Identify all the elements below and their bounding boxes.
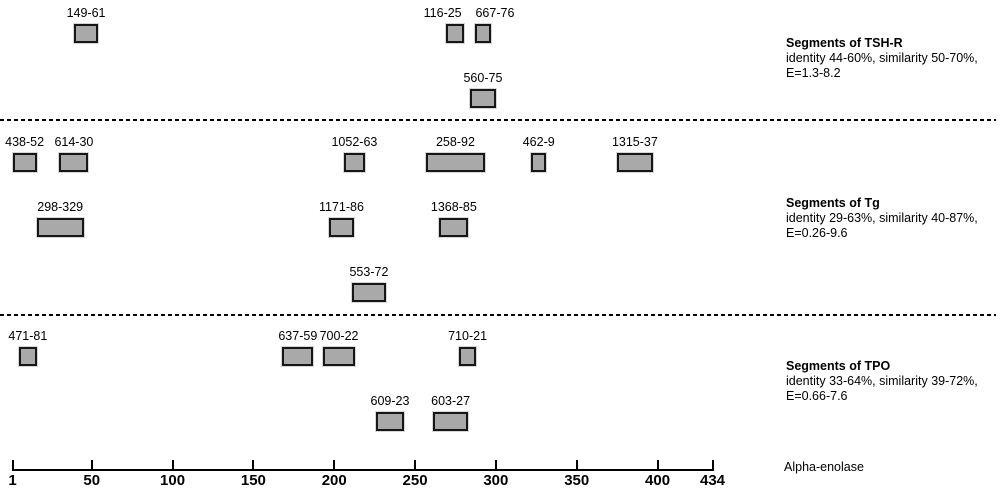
segment-box-tshr-149-61 (72, 23, 100, 44)
segment-box-tshr-116-25 (444, 23, 465, 44)
section-divider-1 (0, 119, 996, 121)
segment-label-tg-614-30: 614-30 (54, 135, 94, 149)
x-axis-tick-label-200: 200 (321, 472, 347, 489)
side-label-tshr-evalue: E=1.3-8.2 (786, 66, 841, 80)
segment-box-tpo-700-22 (321, 346, 357, 367)
x-axis-tick-150 (252, 460, 255, 469)
segment-label-tg-258-92: 258-92 (435, 135, 475, 149)
segment-label-tg-438-52: 438-52 (5, 135, 45, 149)
x-axis-tick-label-100: 100 (160, 472, 186, 489)
segment-box-tg-298-329 (35, 217, 85, 238)
side-label-tg: Segments of Tg identity 29-63%, similari… (786, 196, 978, 241)
x-axis-tick-1 (11, 460, 14, 469)
segment-label-tshr-667-76: 667-76 (475, 6, 515, 20)
segment-box-tg-553-72 (350, 282, 387, 303)
segment-box-tg-438-52 (11, 152, 38, 173)
segment-label-tg-1368-85: 1368-85 (430, 200, 477, 214)
segment-label-tshr-116-25: 116-25 (423, 6, 462, 20)
segment-label-tpo-710-21: 710-21 (448, 329, 488, 343)
side-label-tshr-identity: identity 44-60%, similarity 50-70%, (786, 51, 978, 65)
x-axis-tick-label-50: 50 (83, 472, 101, 489)
segment-box-tpo-609-23 (375, 411, 405, 432)
segment-label-tpo-603-27: 603-27 (431, 394, 471, 408)
segment-box-tshr-560-75 (469, 88, 497, 109)
x-axis-tick-250 (414, 460, 417, 469)
segment-box-tg-1052-63 (342, 152, 366, 173)
segment-label-tg-298-329: 298-329 (37, 200, 84, 214)
side-label-tpo-title: Segments of TPO (786, 359, 891, 373)
segment-label-tpo-700-22: 700-22 (319, 329, 359, 343)
axis-title: Alpha-enolase (784, 460, 864, 474)
x-axis-tick-label-350: 350 (564, 472, 590, 489)
side-label-tg-identity: identity 29-63%, similarity 40-87%, (786, 211, 978, 225)
x-axis-tick-300 (494, 460, 497, 469)
side-label-tshr-title: Segments of TSH-R (786, 36, 903, 50)
segment-label-tshr-149-61: 149-61 (66, 6, 106, 20)
x-axis-tick-200 (333, 460, 336, 469)
side-label-tpo: Segments of TPO identity 33-64%, similar… (786, 359, 978, 404)
x-axis-tick-434 (711, 460, 714, 469)
segment-label-tg-553-72: 553-72 (349, 265, 389, 279)
segment-label-tg-1052-63: 1052-63 (331, 135, 378, 149)
x-axis-tick-label-150: 150 (240, 472, 266, 489)
x-axis-tick-label-1: 1 (8, 472, 17, 489)
segment-label-tpo-471-81: 471-81 (8, 329, 48, 343)
x-axis-tick-350 (575, 460, 578, 469)
side-label-tg-title: Segments of Tg (786, 196, 880, 210)
segment-box-tg-614-30 (58, 152, 90, 173)
segment-label-tshr-560-75: 560-75 (463, 71, 503, 85)
side-label-tpo-evalue: E=0.66-7.6 (786, 389, 848, 403)
x-axis-tick-100 (171, 460, 174, 469)
segment-box-tpo-471-81 (17, 346, 38, 367)
side-label-tpo-identity: identity 33-64%, similarity 39-72%, (786, 374, 978, 388)
segment-label-tg-1171-86: 1171-86 (318, 200, 364, 214)
segment-box-tg-1368-85 (438, 217, 470, 238)
x-axis-tick-label-300: 300 (483, 472, 509, 489)
side-label-tshr: Segments of TSH-R identity 44-60%, simil… (786, 36, 978, 81)
segment-box-tpo-710-21 (457, 346, 478, 367)
segment-label-tpo-609-23: 609-23 (370, 394, 410, 408)
segment-box-tpo-637-59 (281, 346, 315, 367)
side-label-tg-evalue: E=0.26-9.6 (786, 226, 848, 240)
x-axis-tick-label-250: 250 (402, 472, 428, 489)
segment-box-tg-462-9 (530, 152, 547, 173)
segment-label-tg-1315-37: 1315-37 (611, 135, 658, 149)
x-axis-line (12, 469, 714, 471)
x-axis-tick-50 (90, 460, 93, 469)
segment-box-tg-1315-37 (616, 152, 654, 173)
segment-label-tg-462-9: 462-9 (522, 135, 555, 149)
segment-label-tpo-637-59: 637-59 (278, 329, 318, 343)
x-axis-tick-label-400: 400 (645, 472, 671, 489)
segment-box-tpo-603-27 (431, 411, 470, 432)
section-divider-2 (0, 314, 996, 316)
x-axis-tick-label-434: 434 (699, 472, 726, 489)
segment-box-tg-1171-86 (328, 217, 355, 238)
x-axis-tick-400 (656, 460, 659, 469)
segment-box-tg-258-92 (425, 152, 486, 173)
segment-box-tshr-667-76 (473, 23, 493, 44)
